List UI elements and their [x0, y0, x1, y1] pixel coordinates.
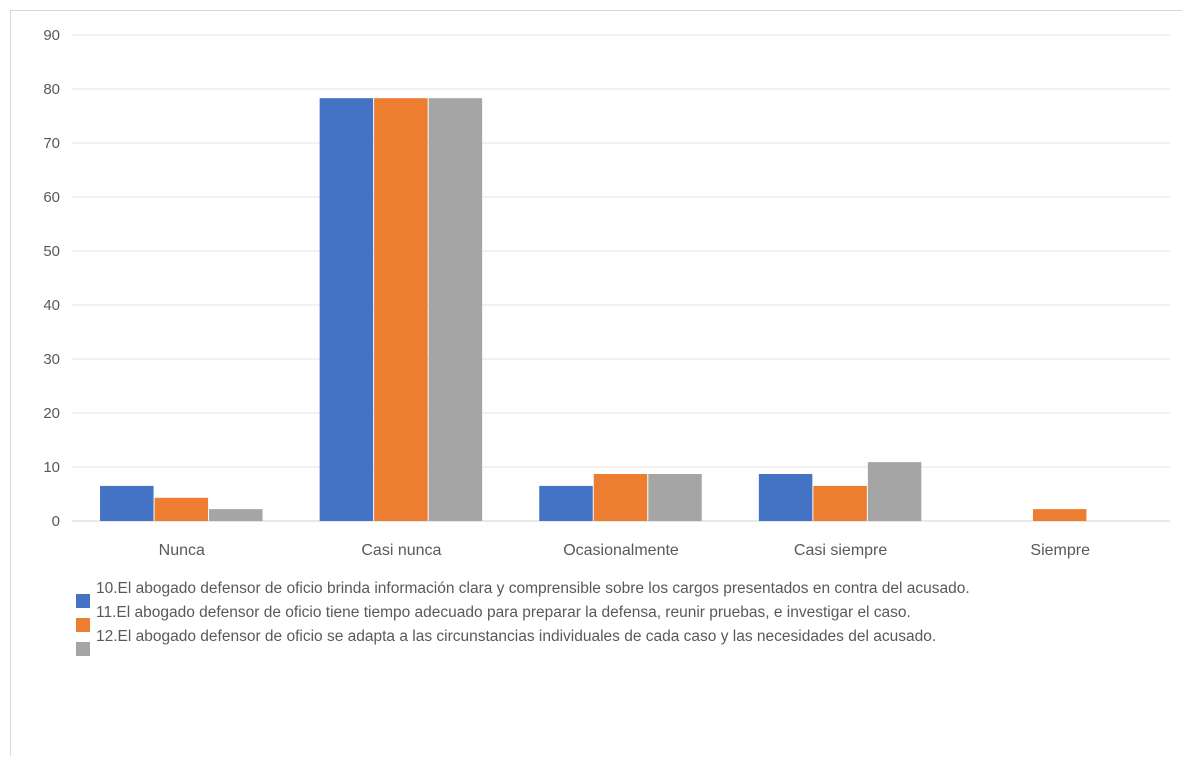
bar-nunca-series-3 [209, 509, 263, 521]
y-tick-label-40: 40 [43, 297, 60, 314]
x-category-label-nunca: Nunca [159, 542, 205, 559]
bars [100, 98, 1087, 522]
x-category-label-casi-siempre: Casi siempre [794, 542, 887, 559]
x-category-label-siempre: Siempre [1030, 542, 1090, 559]
legend-item-series-10: 10.El abogado defensor de oficio brinda … [76, 578, 1116, 608]
chart-plot: 0 10 20 30 40 50 60 70 80 90 Nunca Casi nunca Ocasi… [43, 27, 1170, 559]
legend-item-series-11: 11.El abogado defensor de oficio tiene t… [76, 602, 1116, 632]
bar-casi-siempre-series-2 [813, 485, 867, 521]
y-tick-label-50: 50 [43, 243, 60, 260]
x-axis-categories: Nunca Casi nunca Ocasionalmente Casi siempr… [159, 542, 1090, 559]
y-tick-label-80: 80 [43, 81, 60, 98]
bar-ocasionalmente-series-3 [648, 474, 702, 521]
bar-siempre-series-2 [1032, 509, 1087, 521]
legend: 10.El abogado defensor de oficio brinda … [76, 578, 1116, 656]
chart-frame [10, 10, 1182, 756]
y-axis-ticks: 0 10 20 30 40 50 60 70 80 90 [43, 27, 60, 530]
y-tick-label-20: 20 [43, 405, 60, 422]
bar-casi-siempre-series-3 [867, 462, 922, 521]
y-tick-label-60: 60 [43, 189, 60, 206]
bar-casi-nunca-series-3 [428, 98, 483, 522]
legend-label-series-12: 12.El abogado defensor de oficio se adap… [96, 628, 937, 645]
y-tick-label-90: 90 [43, 27, 60, 44]
y-tick-label-30: 30 [43, 351, 60, 368]
legend-label-series-11: 11.El abogado defensor de oficio tiene t… [96, 604, 911, 621]
bar-ocasionalmente-series-1 [539, 485, 593, 521]
bar-casi-nunca-series-2 [374, 98, 428, 522]
legend-item-series-12: 12.El abogado defensor de oficio se adap… [76, 626, 1116, 656]
y-tick-label-10: 10 [43, 459, 60, 476]
bar-casi-nunca-series-1 [319, 98, 374, 522]
gridlines [72, 34, 1170, 522]
bar-ocasionalmente-series-2 [593, 474, 648, 521]
bar-casi-siempre-series-1 [758, 474, 813, 521]
legend-label-series-10: 10.El abogado defensor de oficio brinda … [96, 580, 970, 597]
legend-swatch-series-11 [76, 618, 90, 632]
legend-swatch-series-12 [76, 642, 90, 656]
bar-nunca-series-2 [154, 497, 209, 521]
x-category-label-ocasionalmente: Ocasionalmente [563, 542, 679, 559]
legend-swatch-series-10 [76, 594, 90, 608]
bar-nunca-series-1 [100, 485, 154, 521]
y-tick-label-0: 0 [52, 513, 60, 530]
x-category-label-casi-nunca: Casi nunca [361, 542, 441, 559]
y-tick-label-70: 70 [43, 135, 60, 152]
